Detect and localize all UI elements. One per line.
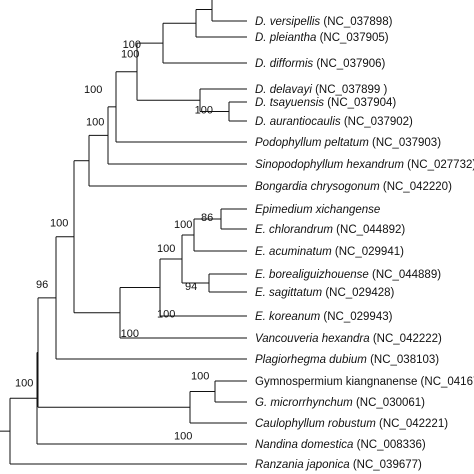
taxon-name: G. microrrhynchum	[255, 397, 353, 409]
bootstrap-support-label: 94	[185, 281, 197, 293]
accession-number: (NC_008336)	[353, 439, 425, 451]
taxon-name: Vancouveria hexandra	[255, 333, 370, 345]
bootstrap-support-label: 100	[195, 105, 213, 117]
taxon-name: D. tsayuensis	[255, 97, 324, 109]
taxon-name: D. versipellis	[255, 16, 320, 28]
accession-number: (NC_044892)	[333, 224, 405, 236]
tip-label: Bongardia chrysogonum (NC_042220)	[255, 181, 452, 193]
bootstrap-support-label: 100	[174, 219, 192, 231]
tip-label: Plagiorhegma dubium (NC_038103)	[255, 354, 439, 366]
taxon-name: D. aurantiocaulis	[255, 116, 341, 128]
accession-number: (NC_030061)	[353, 397, 425, 409]
tip-label: E. borealiguizhouense (NC_044889)	[255, 269, 441, 281]
accession-number: (NC_037898)	[320, 16, 392, 28]
taxon-name: Nandina domestica	[255, 439, 353, 451]
tree-branches	[0, 0, 247, 465]
bootstrap-support-label: 86	[201, 212, 213, 224]
accession-number: (NC_041670)	[417, 376, 474, 388]
taxon-name: E. koreanum	[255, 311, 321, 323]
accession-number: (NC_037903)	[369, 137, 441, 149]
tip-label: Podophyllum peltatum (NC_037903)	[255, 137, 441, 149]
tip-label: D. pleiantha (NC_037905)	[255, 32, 389, 44]
accession-number: (NC_039677)	[350, 459, 422, 471]
bootstrap-support-label: 100	[157, 309, 175, 321]
accession-number: (NC_037904)	[324, 97, 396, 109]
tip-label: Nandina domestica (NC_008336)	[255, 439, 426, 451]
taxon-name: E. chlorandrum	[255, 224, 333, 236]
taxon-name: D. difformis	[255, 58, 313, 70]
tip-label: Sinopodophyllum hexandrum (NC_027732)	[255, 159, 474, 171]
tip-label: Gymnospermium kiangnanense (NC_041670)	[255, 376, 474, 388]
taxon-name: Sinopodophyllum hexandrum	[255, 159, 404, 171]
taxon-name: Epimedium xichangense	[255, 204, 380, 216]
accession-number: (NC_038103)	[367, 354, 439, 366]
tip-label: E. chlorandrum (NC_044892)	[255, 224, 405, 236]
bootstrap-support-label: 100	[50, 218, 68, 230]
tree-labels: D. versipellis (NC_037898) D. pleiantha (…	[15, 16, 474, 471]
taxon-name: E. borealiguizhouense	[255, 269, 369, 281]
bootstrap-support-label: 100	[123, 39, 141, 51]
bootstrap-support-label: 100	[157, 243, 175, 255]
taxon-name: Gymnospermium kiangnanense	[255, 376, 417, 388]
accession-number: (NC_042221)	[376, 418, 448, 430]
tip-label: Vancouveria hexandra (NC_042222)	[255, 333, 442, 345]
accession-number: (NC_037902)	[341, 116, 413, 128]
taxon-name: E. sagittatum	[255, 287, 323, 299]
tip-label: Epimedium xichangense	[255, 204, 380, 216]
taxon-name: Caulophyllum robustum	[255, 418, 376, 430]
bootstrap-support-label: 100	[15, 377, 33, 389]
taxon-name: D. pleiantha	[255, 32, 316, 44]
tip-label: Caulophyllum robustum (NC_042221)	[255, 418, 448, 430]
accession-number: (NC_029941)	[332, 246, 404, 258]
tip-label: D. delavayi (NC_037899 )	[255, 84, 387, 96]
accession-number: (NC_037905)	[316, 32, 388, 44]
accession-number: (NC_029428)	[322, 287, 394, 299]
taxon-name: D. delavayi	[255, 84, 312, 96]
accession-number: (NC_037906)	[313, 58, 385, 70]
tip-label: D. versipellis (NC_037898)	[255, 16, 393, 28]
accession-number: (NC_042220)	[380, 181, 452, 193]
accession-number: (NC_037899 )	[312, 84, 388, 96]
tip-label: E. sagittatum (NC_029428)	[255, 287, 395, 299]
accession-number: (NC_042222)	[370, 333, 442, 345]
tip-label: E. koreanum (NC_029943)	[255, 311, 393, 323]
bootstrap-support-label: 100	[121, 328, 139, 340]
tip-label: D. tsayuensis (NC_037904)	[255, 97, 396, 109]
taxon-name: Podophyllum peltatum	[255, 137, 369, 149]
taxon-name: Ranzania japonica	[255, 459, 350, 471]
accession-number: (NC_044889)	[369, 269, 441, 281]
tip-label: D. aurantiocaulis (NC_037902)	[255, 116, 413, 128]
bootstrap-support-label: 96	[36, 279, 48, 291]
accession-number: (NC_029943)	[320, 311, 392, 323]
bootstrap-support-label: 100	[121, 49, 139, 61]
accession-number: (NC_027732)	[404, 159, 474, 171]
taxon-name: Plagiorhegma dubium	[255, 354, 367, 366]
tip-label: E. acuminatum (NC_029941)	[255, 246, 404, 258]
bootstrap-support-label: 100	[86, 116, 104, 128]
tip-label: G. microrrhynchum (NC_030061)	[255, 397, 425, 409]
tip-label: D. difformis (NC_037906)	[255, 58, 386, 70]
bootstrap-support-label: 100	[84, 84, 102, 96]
taxon-name: E. acuminatum	[255, 246, 332, 258]
bootstrap-support-label: 100	[174, 430, 192, 442]
taxon-name: Bongardia chrysogonum	[255, 181, 380, 193]
bootstrap-support-label: 100	[191, 371, 209, 383]
tip-label: Ranzania japonica (NC_039677)	[255, 459, 422, 471]
